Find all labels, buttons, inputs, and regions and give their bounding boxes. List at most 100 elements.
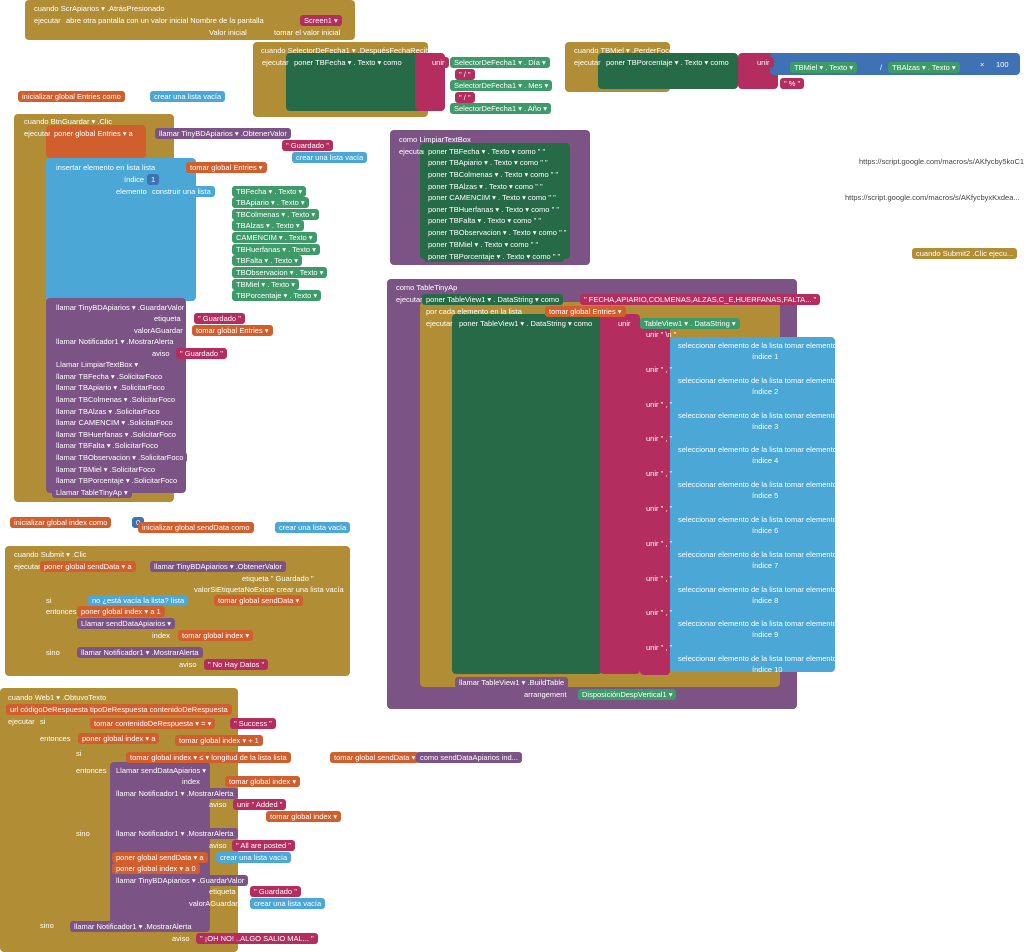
- block-label[interactable]: TBHuerfanas ▾ . Texto ▾: [232, 244, 320, 255]
- block-label[interactable]: url códigoDeRespuesta tipoDeRespuesta co…: [6, 704, 232, 715]
- block-label[interactable]: poner TableView1 ▾ . DataString ▾ como: [422, 294, 564, 305]
- block-label[interactable]: SelectorDeFecha1 ▾ . Mes ▾: [450, 80, 553, 91]
- block-label[interactable]: Llamar TableTinyAp ▾: [52, 487, 132, 498]
- block-label[interactable]: https://script.google.com/macros/s/AKfyc…: [859, 157, 1024, 166]
- block-label[interactable]: llamar Notificador1 ▾ .MostrarAlerta: [112, 828, 238, 839]
- block-label[interactable]: " ¡OH NO! ..ALGO SALIO MAL... ": [196, 933, 318, 944]
- block-label[interactable]: Llamar sendDataApiarios ▾: [112, 765, 211, 776]
- block-label[interactable]: unir: [753, 57, 774, 68]
- block-label[interactable]: crear una lista vacía: [275, 522, 351, 533]
- block-label[interactable]: llamar TBColmenas ▾ .SolicitarFoco: [52, 394, 180, 405]
- block-label[interactable]: tomar global Entries ▾: [186, 162, 267, 173]
- block-label[interactable]: " / ": [455, 92, 475, 103]
- block-label[interactable]: 100: [992, 59, 1013, 70]
- block-label[interactable]: no ¿está vacía la lista? lista: [88, 595, 189, 606]
- block-label[interactable]: como sendDataApiarios ind...: [416, 752, 522, 763]
- block-list[interactable]: [670, 337, 835, 672]
- block-label[interactable]: llamar TBMiel ▾ .SolicitarFoco: [52, 464, 160, 475]
- block-label[interactable]: Llamar LimpiarTextBox ▾: [52, 359, 143, 370]
- block-label[interactable]: poner global index ▾ a 1: [77, 606, 165, 617]
- block-label[interactable]: llamar Notificador1 ▾ .MostrarAlerta: [112, 788, 238, 799]
- block-label[interactable]: Llamar sendDataApiarios ▾: [77, 618, 176, 629]
- block-label[interactable]: poner global index ▾ a: [78, 733, 160, 744]
- block-label[interactable]: inicializar global Entries como: [18, 91, 125, 102]
- block-label[interactable]: poner TBColmenas ▾ . Texto ▾ como " ": [424, 169, 563, 180]
- block-label[interactable]: TBPorcentaje ▾ . Texto ▾: [232, 290, 322, 301]
- block-label[interactable]: TBFalta ▾ . Texto ▾: [232, 255, 302, 266]
- block-label[interactable]: poner TableView1 ▾ . DataString ▾ como: [455, 318, 597, 329]
- block-setter[interactable]: [452, 314, 602, 674]
- block-label[interactable]: llamar TinyBDApiarios ▾ .ObtenerValor: [155, 128, 291, 139]
- block-label[interactable]: tomar el valor inicial: [270, 27, 345, 38]
- block-label[interactable]: poner global Entries ▾ a: [50, 128, 137, 139]
- block-label[interactable]: tomar contenidoDeRespuesta ▾ = ▾: [90, 718, 216, 729]
- block-label[interactable]: " % ": [780, 78, 805, 89]
- block-label[interactable]: poner global sendData ▾ a: [40, 561, 136, 572]
- block-label[interactable]: tomar global sendData ▾: [214, 595, 304, 606]
- block-label[interactable]: TBApiario ▾ . Texto ▾: [232, 197, 309, 208]
- block-label[interactable]: crear una lista vacía: [216, 852, 292, 863]
- block-list[interactable]: [46, 158, 196, 301]
- block-label[interactable]: cuando Submit2 .Clic ejecu...: [912, 248, 1018, 259]
- block-label[interactable]: SelectorDeFecha1 ▾ . Año ▾: [450, 103, 551, 114]
- block-label[interactable]: llamar CAMENCIM ▾ .SolicitarFoco: [52, 417, 177, 428]
- block-label[interactable]: Screen1 ▾: [300, 15, 342, 26]
- block-text[interactable]: [600, 314, 640, 674]
- block-label[interactable]: poner TBPorcentaje ▾ . Texto ▾ como " ": [424, 251, 565, 262]
- block-label[interactable]: llamar TinyBDApiarios ▾ .GuardarValor: [112, 875, 249, 886]
- block-label[interactable]: TBMiel ▾ . Texto ▾: [790, 62, 858, 73]
- block-label[interactable]: " No Hay Datos ": [204, 659, 269, 670]
- block-label[interactable]: poner TBPorcentaje ▾ . Texto ▾ como: [602, 57, 733, 68]
- block-label[interactable]: tomar global index ▾: [225, 776, 301, 787]
- block-label[interactable]: " Guardado ": [282, 140, 333, 151]
- block-label[interactable]: llamar Notificador1 ▾ .MostrarAlerta: [77, 647, 203, 658]
- block-label[interactable]: poner TBHuerfanas ▾ . Texto ▾ como " ": [424, 204, 563, 215]
- block-label[interactable]: " / ": [455, 69, 475, 80]
- block-label[interactable]: poner global index ▾ a 0: [112, 863, 200, 874]
- block-label[interactable]: poner CAMENCIM ▾ . Texto ▾ como " ": [424, 192, 560, 203]
- block-text[interactable]: [640, 325, 670, 675]
- block-label[interactable]: llamar Notificador1 ▾ .MostrarAlerta: [70, 921, 196, 932]
- block-label[interactable]: https://script.google.com/macros/s/AKfyc…: [845, 193, 1020, 202]
- block-label[interactable]: llamar TableView1 ▾ .BuildTable: [455, 677, 569, 688]
- block-label[interactable]: tomar global Entries ▾: [545, 306, 626, 317]
- block-label[interactable]: poner TBFalta ▾ . Texto ▾ como " ": [424, 215, 546, 226]
- block-label[interactable]: poner TBFecha ▾ . Texto ▾ como " ": [424, 146, 550, 157]
- block-label[interactable]: crear una lista vacía: [292, 152, 368, 163]
- block-label[interactable]: poner TBFecha ▾ . Texto ▾ como: [290, 57, 406, 68]
- block-label[interactable]: poner global sendData ▾ a: [112, 852, 208, 863]
- block-label[interactable]: " Guardado ": [194, 313, 245, 324]
- block-label[interactable]: llamar TBPorcentaje ▾ .SolicitarFoco: [52, 475, 182, 486]
- block-label[interactable]: poner TBAlzas ▾ . Texto ▾ como " ": [424, 181, 547, 192]
- block-label[interactable]: poner TBMiel ▾ . Texto ▾ como " ": [424, 239, 543, 250]
- block-label[interactable]: " Guardado ": [250, 886, 301, 897]
- block-label[interactable]: CAMENCIM ▾ . Texto ▾: [232, 232, 317, 243]
- block-label[interactable]: unir: [428, 57, 449, 68]
- block-label[interactable]: tomar global index ▾: [178, 630, 254, 641]
- block-label[interactable]: TBColmenas ▾ . Texto ▾: [232, 209, 320, 220]
- block-label[interactable]: tomar global index ▾: [266, 811, 342, 822]
- block-label[interactable]: llamar TBFalta ▾ .SolicitarFoco: [52, 440, 162, 451]
- block-label[interactable]: llamar TBObservacion ▾ .SolicitarFoco: [52, 452, 188, 463]
- block-label[interactable]: tomar global Entries ▾: [192, 325, 273, 336]
- block-label[interactable]: " Success ": [230, 718, 276, 729]
- block-label[interactable]: llamar TBFecha ▾ .SolicitarFoco: [52, 371, 167, 382]
- block-label[interactable]: 1: [147, 174, 160, 185]
- block-label[interactable]: tomar global index ▾ + 1: [175, 735, 263, 746]
- block-label[interactable]: unir " Added ": [233, 799, 287, 810]
- block-label[interactable]: llamar TBHuerfanas ▾ .SolicitarFoco: [52, 429, 180, 440]
- block-label[interactable]: SelectorDeFecha1 ▾ . Día ▾: [450, 57, 550, 68]
- block-label[interactable]: DisposiciónDespVertical1 ▾: [578, 689, 677, 700]
- block-label[interactable]: " All are posted ": [232, 840, 295, 851]
- block-label[interactable]: crear una lista vacía: [150, 91, 226, 102]
- block-label[interactable]: TBFecha ▾ . Texto ▾: [232, 186, 307, 197]
- block-label[interactable]: TBObservacion ▾ . Texto ▾: [232, 267, 328, 278]
- block-label[interactable]: inicializar global index como: [10, 517, 112, 528]
- block-label[interactable]: " FECHA,APIARIO,COLMENAS,ALZAS,C_E,HUERF…: [580, 294, 821, 305]
- block-label[interactable]: inicializar global sendData como: [138, 522, 254, 533]
- block-label[interactable]: construir una lista: [148, 186, 215, 197]
- block-label[interactable]: " Guardado ": [176, 348, 227, 359]
- block-label[interactable]: poner TBApiario ▾ . Texto ▾ como " ": [424, 157, 552, 168]
- block-label[interactable]: tomar global index ▾ ≤ ▾ longitud de la …: [126, 752, 291, 763]
- block-label[interactable]: TBAlzas ▾ . Texto ▾: [232, 220, 304, 231]
